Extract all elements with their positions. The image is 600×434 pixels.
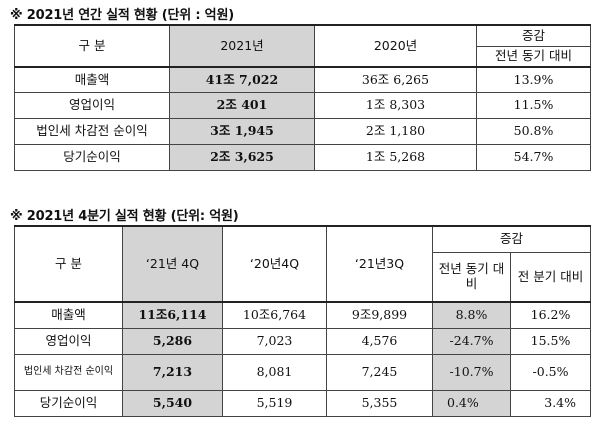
table-row: 영업이익 2조 401 1조 8,303 11.5% <box>14 91 591 119</box>
row-label: 영업이익 <box>14 327 123 355</box>
row-label: 법인세 차감전 순이익 <box>14 353 123 391</box>
value-21q4: 7,213 <box>122 353 223 391</box>
header-category: 구 분 <box>14 24 170 68</box>
value-yoy: 13.9% <box>476 66 591 93</box>
header-2020: 2020년 <box>314 24 477 68</box>
value-20q4: 7,023 <box>222 327 327 355</box>
header-change: 증감 <box>476 24 591 47</box>
row-label: 매출액 <box>14 66 170 93</box>
value-yoy: 50.8% <box>476 117 591 145</box>
value-20q4: 5,519 <box>222 389 327 417</box>
row-label: 영업이익 <box>14 91 170 119</box>
value-21q4: 11조6,114 <box>122 301 223 329</box>
quarterly-results-title: ※ 2021년 4분기 실적 현황 (단위: 억원) <box>10 209 239 224</box>
value-qoq: 16.2% <box>509 301 592 329</box>
value-21q3: 5,355 <box>326 389 433 417</box>
row-label: 매출액 <box>14 301 123 329</box>
value-yoy: 0.4% <box>432 389 511 417</box>
annual-results-title: ※ 2021년 연간 실적 현황 (단위 : 억원) <box>10 8 234 23</box>
value-21q4: 5,286 <box>122 327 223 355</box>
header-change: 증감 <box>431 225 592 253</box>
table-row: 법인세 차감전 순이익 3조 1,945 2조 1,180 50.8% <box>14 117 591 145</box>
annual-results-table: 구 분 2021년 2020년 증감 전년 동기 대비 매출액 41조 7,02… <box>14 24 591 171</box>
value-21q3: 9조9,899 <box>326 301 433 329</box>
table-row: 영업이익 5,286 7,023 4,576 -24.7% 15.5% <box>14 327 592 355</box>
table-row: 법인세 차감전 순이익 7,213 8,081 7,245 -10.7% -0.… <box>14 353 592 391</box>
value-21q3: 4,576 <box>326 327 433 355</box>
header-2021: 2021년 <box>169 24 315 68</box>
header-yoy: 전년 동기 대비 <box>476 45 591 68</box>
value-yoy: -24.7% <box>432 327 511 355</box>
quarterly-results-table: 구 분 ‘21년 4Q ‘20년4Q ‘21년3Q 증감 전년 동기 대비 전 … <box>14 225 592 417</box>
value-2020: 2조 1,180 <box>314 117 477 145</box>
header-category: 구 분 <box>14 225 123 303</box>
value-qoq: 3.4% <box>509 389 592 417</box>
row-label: 당기순이익 <box>14 143 170 171</box>
header-21q3: ‘21년3Q <box>326 225 433 303</box>
value-yoy: -10.7% <box>432 353 511 391</box>
row-label: 당기순이익 <box>14 389 123 417</box>
value-2020: 1조 8,303 <box>314 91 477 119</box>
value-yoy: 11.5% <box>476 91 591 119</box>
value-qoq: -0.5% <box>509 353 592 391</box>
row-label: 법인세 차감전 순이익 <box>14 117 170 145</box>
header-21q4: ‘21년 4Q <box>122 225 223 303</box>
table-row: 매출액 41조 7,022 36조 6,265 13.9% <box>14 66 591 93</box>
value-20q4: 8,081 <box>222 353 327 391</box>
table-row: 매출액 11조6,114 10조6,764 9조9,899 8.8% 16.2% <box>14 301 592 329</box>
value-qoq: 15.5% <box>509 327 592 355</box>
value-2020: 36조 6,265 <box>314 66 477 93</box>
header-20q4: ‘20년4Q <box>222 225 327 303</box>
value-yoy: 8.8% <box>432 301 511 329</box>
value-21q4: 5,540 <box>122 389 223 417</box>
value-21q3: 7,245 <box>326 353 433 391</box>
value-20q4: 10조6,764 <box>222 301 327 329</box>
value-2021: 2조 401 <box>169 91 315 119</box>
value-2021: 3조 1,945 <box>169 117 315 145</box>
value-2021: 2조 3,625 <box>169 143 315 171</box>
header-qoq: 전 분기 대비 <box>509 251 592 303</box>
table-row: 당기순이익 5,540 5,519 5,355 0.4% 3.4% <box>14 389 592 417</box>
table-row: 당기순이익 2조 3,625 1조 5,268 54.7% <box>14 143 591 171</box>
header-yoy: 전년 동기 대비 <box>432 251 511 303</box>
value-yoy: 54.7% <box>476 143 591 171</box>
value-2021: 41조 7,022 <box>169 66 315 93</box>
value-2020: 1조 5,268 <box>314 143 477 171</box>
